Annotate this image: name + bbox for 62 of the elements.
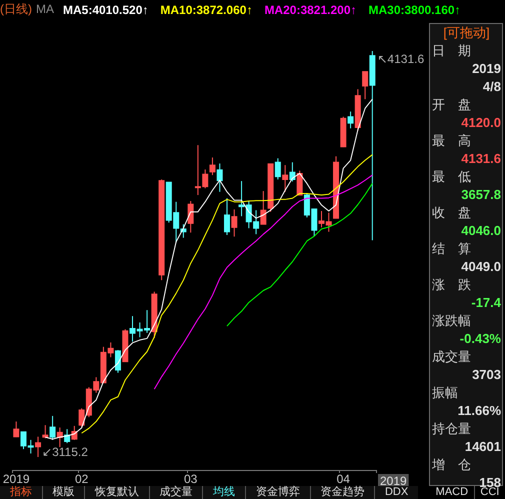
- candlestick: [282, 164, 288, 192]
- text: -17.4: [471, 294, 501, 312]
- text: 最 低: [432, 168, 471, 186]
- text: 14601: [464, 438, 501, 456]
- text: CCI: [474, 486, 505, 499]
- candlestick: [216, 162, 223, 192]
- x-tick-label: 03: [184, 472, 198, 486]
- text: 4131.6: [461, 150, 501, 168]
- candlestick: [209, 156, 216, 176]
- x-tick-label: 2019: [2, 472, 30, 486]
- text: 增 仓: [432, 456, 471, 474]
- candlestick: [50, 415, 56, 440]
- candlestick: [188, 200, 194, 234]
- candlestick: [231, 208, 238, 238]
- text: 成交量: [432, 348, 471, 366]
- text: MA20:3821.200↑: [264, 3, 356, 17]
- text: 恢复默认: [84, 486, 149, 499]
- text: 11.66%: [458, 402, 501, 420]
- text: MACD: [434, 486, 470, 499]
- candlestick: [260, 190, 266, 225]
- text: MA10:3872.060↑: [160, 3, 252, 17]
- text: 4046.0: [461, 222, 501, 240]
- annotation: ↙3115.2: [42, 445, 88, 459]
- text: 成交量: [148, 486, 202, 499]
- text: 4/8: [482, 78, 501, 96]
- text: 收 盘: [432, 204, 471, 222]
- text: 涨 跌: [432, 276, 471, 294]
- candlestick: [42, 424, 48, 439]
- text: -0.43%: [460, 330, 501, 348]
- text: 日 期: [432, 42, 471, 60]
- candlestick: [35, 436, 42, 458]
- candlestick: [274, 158, 281, 180]
- text: 2019: [472, 60, 501, 78]
- text: 4049.0: [461, 258, 501, 276]
- text: 均线: [202, 486, 245, 499]
- candlestick: [13, 421, 20, 438]
- text: MA30:3800.160↑: [368, 3, 461, 17]
- text: 涨跌幅: [432, 312, 471, 330]
- text: 模版: [42, 486, 84, 499]
- text: DDX: [374, 486, 418, 499]
- text: ↖4131.6: [377, 52, 424, 66]
- text: 指标: [8, 486, 33, 499]
- text: 3657.8: [461, 186, 501, 204]
- chart-title: (日线): [0, 2, 32, 16]
- text: MA5:4010.520↑: [63, 3, 148, 17]
- candlestick: [348, 111, 354, 129]
- text: 结 算: [432, 240, 471, 258]
- text: 最 高: [432, 132, 471, 150]
- text: 4120.0: [461, 114, 501, 132]
- text: 3703: [472, 366, 501, 384]
- candlestick: [362, 71, 368, 100]
- text: 资金趋势: [310, 486, 374, 499]
- text: 持仓量: [432, 420, 471, 438]
- legend-title: MA: [36, 2, 54, 16]
- text: [可拖动]: [442, 24, 491, 42]
- x-tick-label: 02: [74, 472, 89, 486]
- text: 振幅: [432, 384, 458, 402]
- x-tick-label: 04: [336, 472, 350, 486]
- text: 资金博弈: [244, 486, 310, 499]
- text: 开 盘: [432, 96, 471, 114]
- candlestick: [224, 198, 230, 236]
- candlestick: [114, 350, 121, 374]
